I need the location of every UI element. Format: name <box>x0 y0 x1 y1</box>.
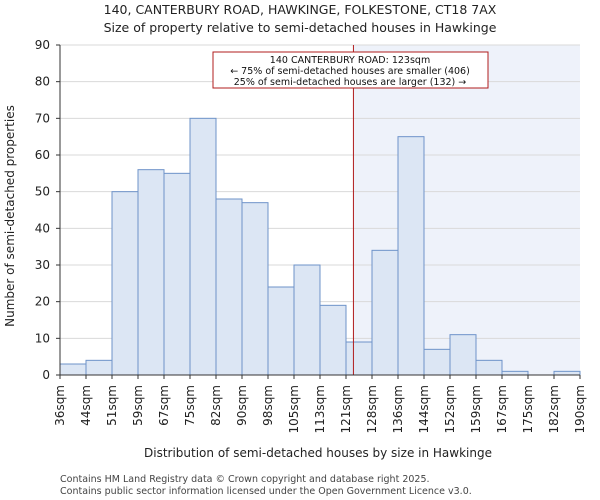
x-tick-label: 175sqm <box>521 385 535 433</box>
y-tick-label: 0 <box>42 368 50 382</box>
x-tick-label: 67sqm <box>157 385 171 426</box>
histogram-bar <box>449 334 477 376</box>
x-tick-label: 98sqm <box>261 385 275 426</box>
y-tick-label: 40 <box>35 221 50 235</box>
footer-line-1: Contains HM Land Registry data © Crown c… <box>60 474 430 485</box>
histogram-bar <box>501 370 529 376</box>
annotation-box: 140 CANTERBURY ROAD: 123sqm ← 75% of sem… <box>212 51 489 89</box>
annotation-line-1: 140 CANTERBURY ROAD: 123sqm <box>270 55 430 66</box>
annotation-line-3: 25% of semi-detached houses are larger (… <box>234 77 467 88</box>
histogram-bar <box>293 264 321 376</box>
histogram-bar <box>215 198 243 376</box>
histogram-bar <box>371 249 399 376</box>
x-tick-label: 152sqm <box>443 385 457 433</box>
histogram-bar <box>111 191 139 376</box>
chart-subtitle: Size of property relative to semi-detach… <box>104 20 497 35</box>
histogram-bar <box>345 341 373 376</box>
annotation-line-2: ← 75% of semi-detached houses are smalle… <box>230 66 470 77</box>
histogram-bar <box>553 370 581 376</box>
histogram-bar <box>397 136 425 376</box>
x-tick-label: 144sqm <box>417 385 431 433</box>
histogram-bar <box>267 286 295 376</box>
x-tick-label: 167sqm <box>495 385 509 433</box>
x-tick-label: 121sqm <box>339 385 353 433</box>
y-tick-label: 30 <box>35 258 50 272</box>
y-tick-label: 90 <box>35 38 50 52</box>
x-tick-label: 113sqm <box>313 385 327 433</box>
x-tick-label: 159sqm <box>469 385 483 433</box>
y-tick-label: 60 <box>35 148 50 162</box>
y-tick-label: 10 <box>35 331 50 345</box>
histogram-bar <box>163 172 191 376</box>
x-tick-label: 136sqm <box>391 385 405 433</box>
x-tick-label: 51sqm <box>105 385 119 426</box>
histogram-bar <box>59 363 87 376</box>
x-tick-label: 128sqm <box>365 385 379 433</box>
x-tick-label: 90sqm <box>235 385 249 426</box>
x-tick-label: 44sqm <box>79 385 93 426</box>
y-tick-label: 80 <box>35 75 50 89</box>
plot-area: 0 10 20 30 40 50 60 70 80 90 36sqm 44sqm 51sqm 59sqm 6… <box>35 38 587 433</box>
y-tick-label: 20 <box>35 295 50 309</box>
x-axis-label: Distribution of semi-detached houses by … <box>144 446 492 460</box>
x-tick-label: 75sqm <box>183 385 197 426</box>
histogram-bar <box>85 359 113 376</box>
footer-line-2: Contains public sector information licen… <box>60 486 472 497</box>
x-tick-label: 182sqm <box>547 385 561 433</box>
histogram-bar <box>475 359 503 376</box>
annotation-frame <box>212 51 489 89</box>
x-tick-label: 36sqm <box>53 385 67 426</box>
chart-title: 140, CANTERBURY ROAD, HAWKINGE, FOLKESTO… <box>104 2 497 17</box>
histogram-bar <box>137 169 165 376</box>
y-tick-label: 50 <box>35 185 50 199</box>
histogram-bar <box>319 304 347 376</box>
y-axis-label: Number of semi-detached properties <box>3 105 17 327</box>
y-tick-label: 70 <box>35 111 50 125</box>
x-tick-label: 82sqm <box>209 385 223 426</box>
x-tick-label: 105sqm <box>287 385 301 433</box>
histogram-bar <box>189 117 217 376</box>
x-tick-label: 190sqm <box>573 385 587 433</box>
histogram-bar <box>241 202 269 376</box>
x-tick-label: 59sqm <box>131 385 145 426</box>
histogram-bar <box>423 348 451 376</box>
